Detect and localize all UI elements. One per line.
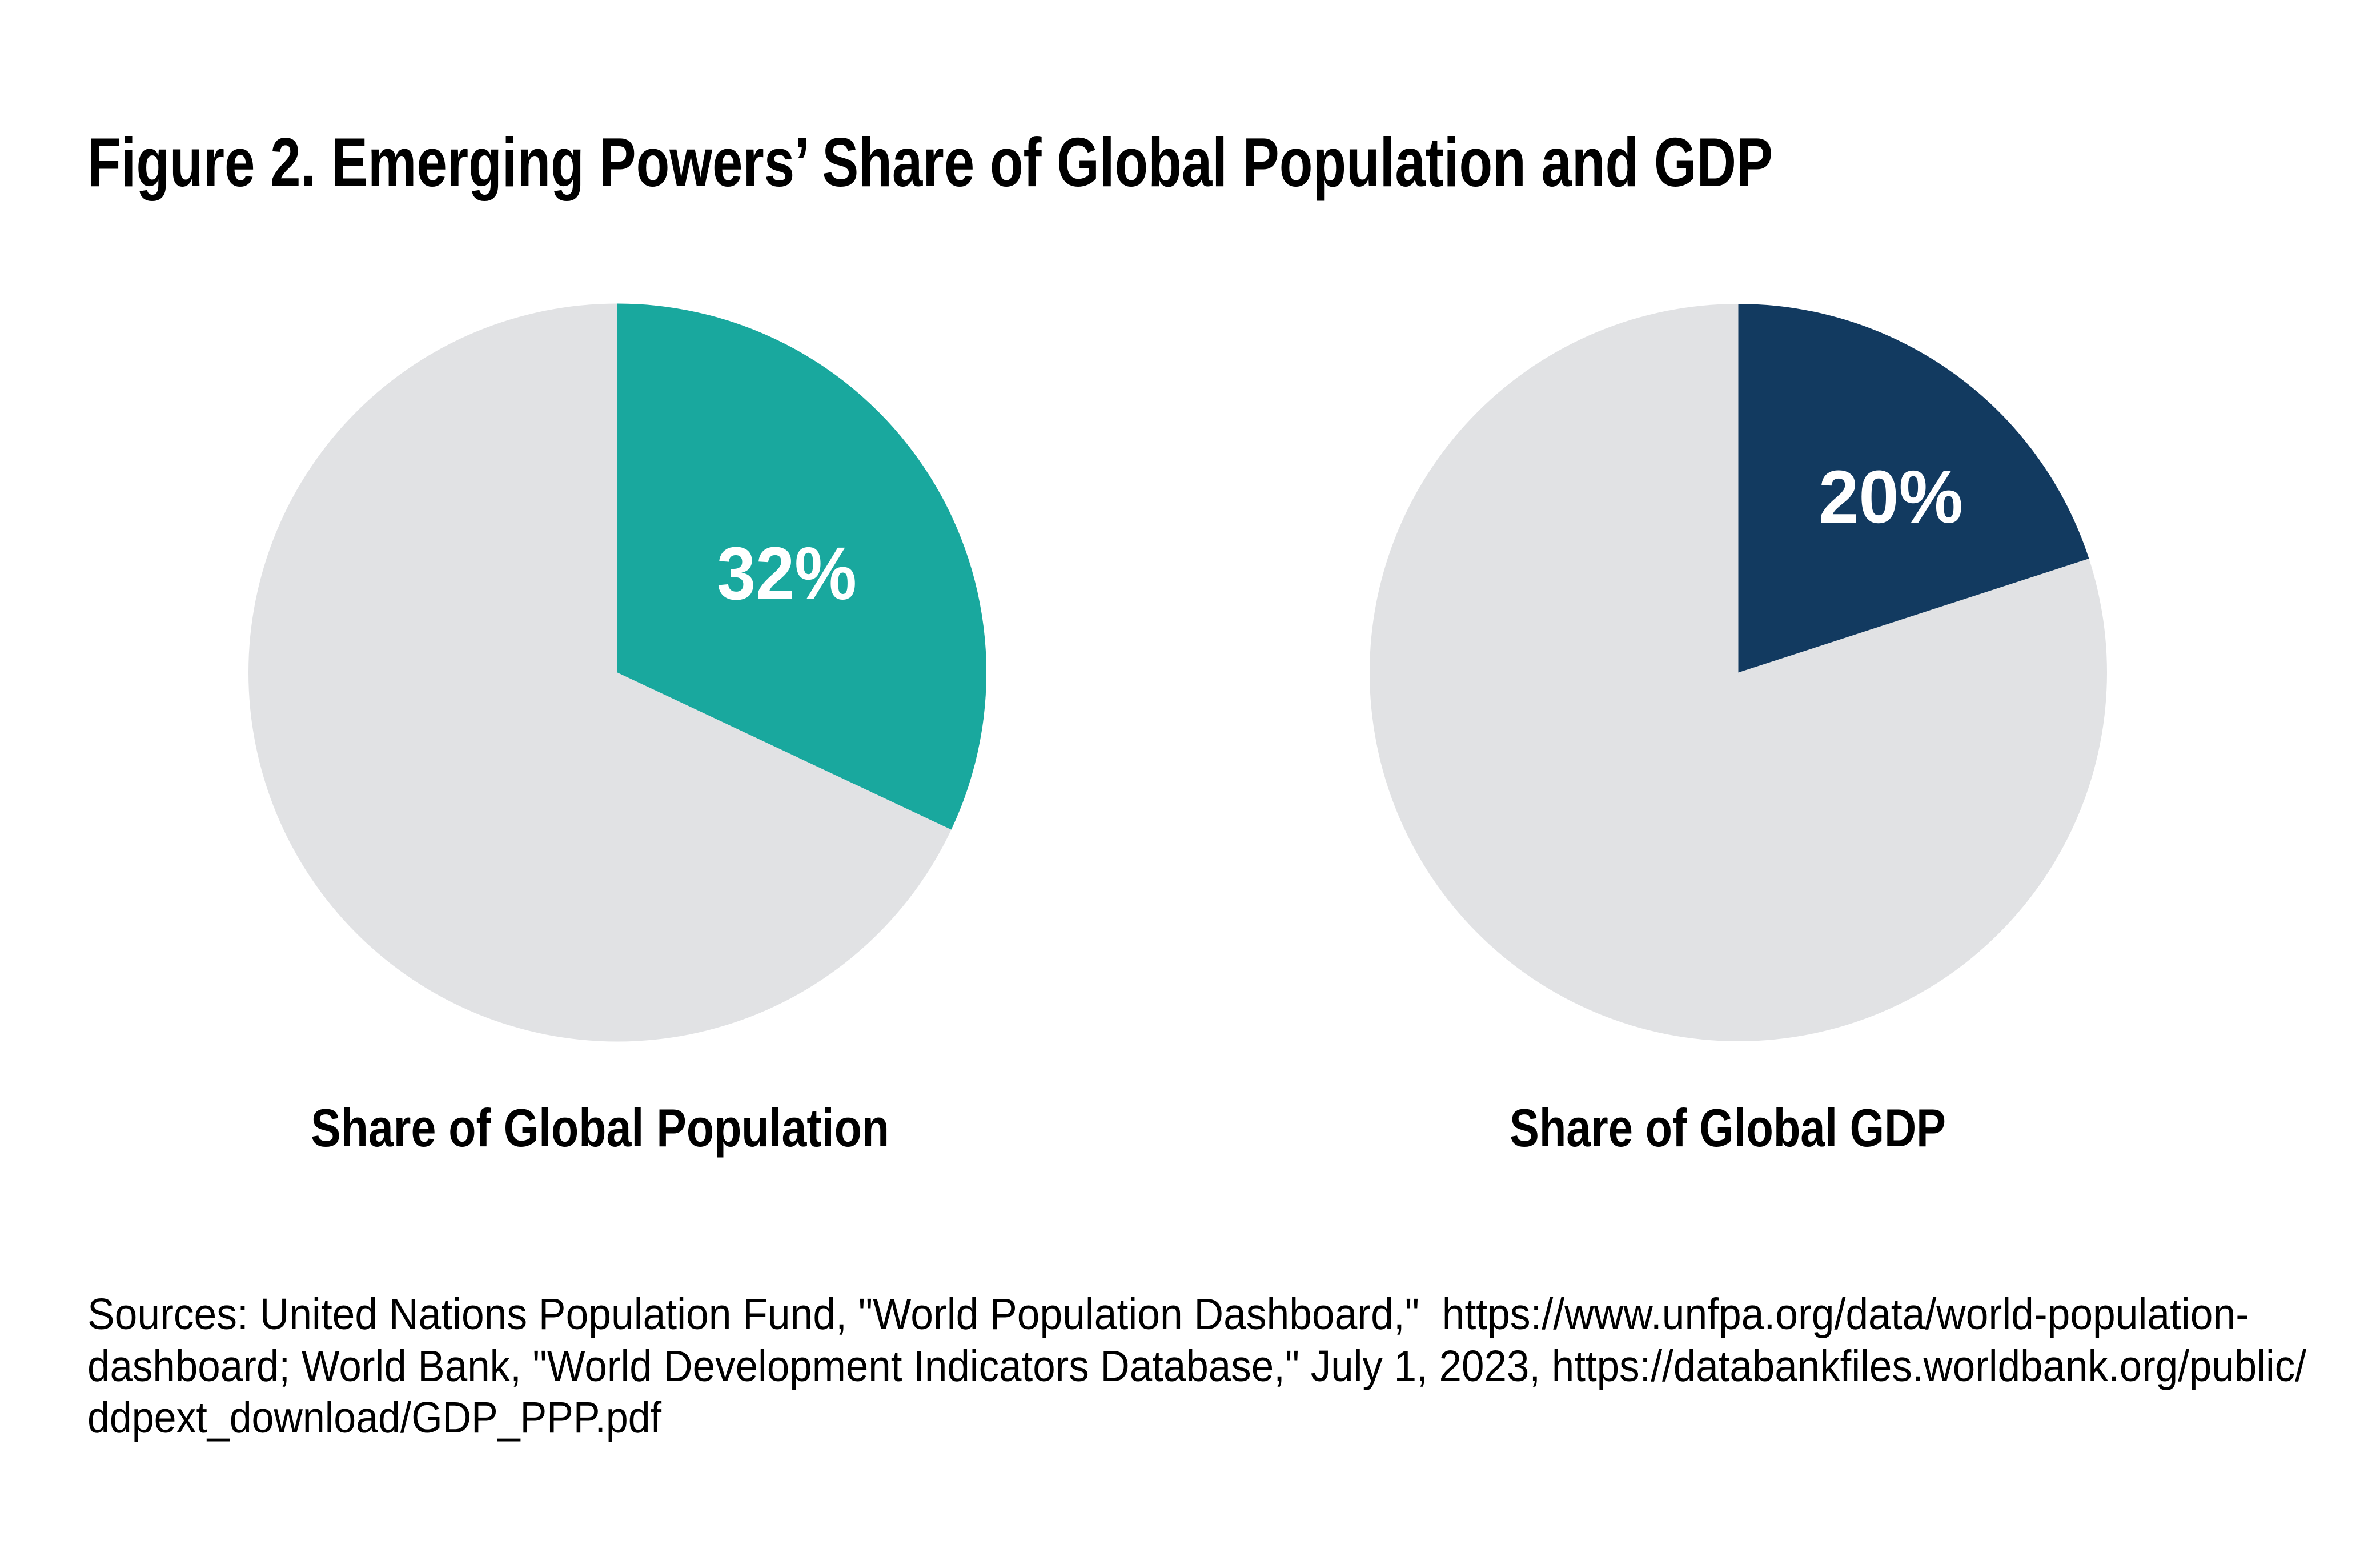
svg-text:20%: 20% bbox=[1819, 455, 1963, 539]
svg-text:ddpext_download/GDP_PPP.pdf: ddpext_download/GDP_PPP.pdf bbox=[87, 1393, 662, 1442]
svg-text:dashboard; World Bank, "World: dashboard; World Bank, "World Developmen… bbox=[87, 1342, 2307, 1391]
svg-text:Share of Global GDP: Share of Global GDP bbox=[1510, 1098, 1946, 1158]
svg-text:32%: 32% bbox=[717, 531, 857, 615]
svg-text:Share of Global Population: Share of Global Population bbox=[311, 1098, 889, 1158]
svg-text:Figure 2. Emerging Powers’ Sha: Figure 2. Emerging Powers’ Share of Glob… bbox=[87, 123, 1773, 201]
svg-text:Sources: United Nations Popula: Sources: United Nations Population Fund,… bbox=[87, 1290, 2249, 1339]
